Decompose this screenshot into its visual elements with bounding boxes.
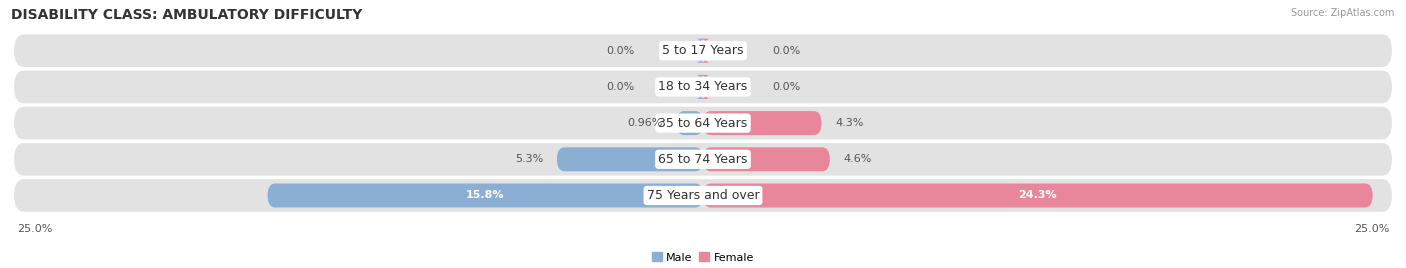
Text: DISABILITY CLASS: AMBULATORY DIFFICULTY: DISABILITY CLASS: AMBULATORY DIFFICULTY [11,8,363,22]
Text: 25.0%: 25.0% [17,224,52,234]
Text: 0.0%: 0.0% [606,82,634,92]
FancyBboxPatch shape [696,39,706,63]
FancyBboxPatch shape [703,147,830,171]
FancyBboxPatch shape [703,111,821,135]
FancyBboxPatch shape [267,184,703,207]
FancyBboxPatch shape [14,107,1392,139]
FancyBboxPatch shape [700,75,710,99]
Text: 65 to 74 Years: 65 to 74 Years [658,153,748,166]
Text: 0.0%: 0.0% [772,46,800,56]
Text: 0.0%: 0.0% [606,46,634,56]
FancyBboxPatch shape [557,147,703,171]
FancyBboxPatch shape [14,34,1392,67]
Text: Source: ZipAtlas.com: Source: ZipAtlas.com [1291,8,1395,18]
Text: 75 Years and over: 75 Years and over [647,189,759,202]
Legend: Male, Female: Male, Female [647,248,759,267]
FancyBboxPatch shape [703,184,1372,207]
Text: 18 to 34 Years: 18 to 34 Years [658,80,748,93]
Text: 4.6%: 4.6% [844,154,872,164]
FancyBboxPatch shape [14,143,1392,176]
Text: 5.3%: 5.3% [515,154,543,164]
Text: 25.0%: 25.0% [1354,224,1389,234]
Text: 5 to 17 Years: 5 to 17 Years [662,44,744,57]
Text: 0.96%: 0.96% [627,118,662,128]
FancyBboxPatch shape [14,179,1392,212]
Text: 24.3%: 24.3% [1018,191,1057,200]
Text: 15.8%: 15.8% [465,191,505,200]
Text: 0.0%: 0.0% [772,82,800,92]
FancyBboxPatch shape [696,75,706,99]
FancyBboxPatch shape [14,70,1392,103]
FancyBboxPatch shape [676,111,703,135]
Text: 35 to 64 Years: 35 to 64 Years [658,117,748,130]
FancyBboxPatch shape [700,39,710,63]
Text: 4.3%: 4.3% [835,118,863,128]
